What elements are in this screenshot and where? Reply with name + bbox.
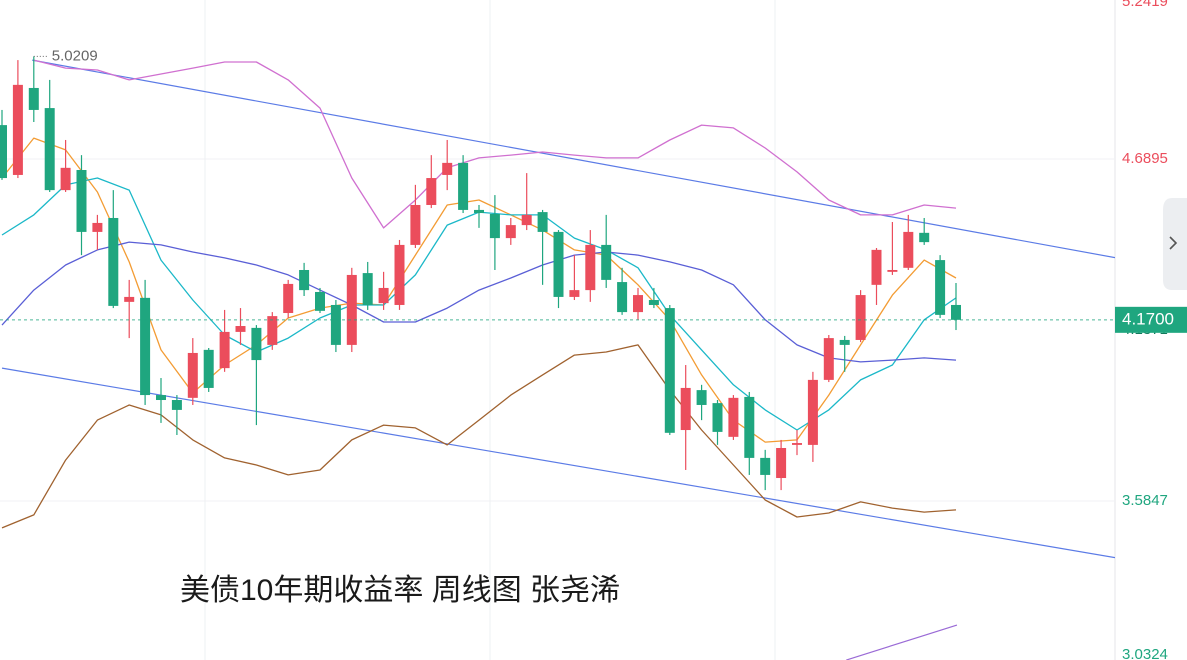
candle-body [140, 297, 151, 396]
candle-body [792, 443, 802, 445]
candle-body [553, 231, 564, 297]
trendline [32, 59, 1115, 259]
candle-body [680, 387, 691, 431]
candle-body [203, 349, 214, 388]
candle-body [156, 395, 166, 401]
candle-body [951, 304, 961, 320]
candle-body [839, 339, 850, 345]
candle-body [362, 273, 373, 305]
candle-body [474, 209, 484, 214]
candle-body [601, 244, 612, 280]
candle-body [12, 84, 23, 175]
candle-body [855, 295, 866, 340]
candle-body [187, 352, 198, 398]
candle-body [171, 400, 182, 410]
candle-body [235, 326, 246, 332]
candle-body [283, 283, 294, 314]
current-price-label: 4.1700 [1122, 309, 1174, 328]
candle-body [712, 403, 723, 432]
candle-body [935, 260, 946, 315]
indicator-line [33, 59, 957, 229]
y-tick-label: 3.0324 [1122, 646, 1168, 660]
candle-body [76, 169, 87, 232]
y-tick-label: 4.6895 [1122, 150, 1168, 167]
candle-body [315, 291, 325, 311]
candle-body [346, 274, 357, 345]
candle-body [124, 296, 135, 302]
candle-body [378, 287, 389, 304]
candle-body [489, 213, 500, 239]
candle-body [823, 338, 834, 380]
y-tick-label: 3.5847 [1122, 492, 1168, 509]
candle-body [648, 300, 659, 305]
candle-body [28, 87, 39, 110]
candle-body [807, 379, 818, 445]
chart-title: 美债10年期收益率 周线图 张尧浠 [180, 574, 620, 607]
candle-body [410, 204, 421, 245]
candle-body [617, 282, 628, 313]
candle-body [505, 225, 516, 239]
side-tab[interactable] [1163, 198, 1187, 290]
candle-body [569, 290, 580, 297]
trendline [846, 624, 958, 660]
trendline [1, 367, 1115, 559]
candle-body [108, 217, 119, 306]
plot-area: 5.0209 [0, 47, 1115, 660]
candle-body [299, 269, 310, 291]
candle-body [776, 447, 787, 479]
candle-body [537, 212, 548, 232]
candle-body [664, 308, 675, 433]
y-tick-label: 5.2419 [1122, 0, 1168, 10]
candle-body [60, 167, 71, 191]
candle-body [92, 222, 103, 232]
candle-body [219, 331, 230, 369]
candle-body [458, 162, 469, 210]
candle-body [696, 390, 707, 405]
candle-body [44, 108, 55, 191]
candle-body [330, 304, 341, 345]
candle-body [251, 327, 262, 361]
indicator-line [1, 241, 957, 363]
candle-body [633, 295, 643, 313]
candle-body [0, 125, 7, 179]
current-price-box [1115, 306, 1187, 333]
candle-body [871, 249, 882, 285]
candle-body [426, 178, 437, 205]
candle-body [394, 244, 405, 305]
candle-body [521, 214, 532, 226]
candle-body [442, 162, 453, 175]
candle-body [919, 232, 930, 243]
candle-body [887, 269, 898, 272]
candle-body [903, 231, 914, 268]
side-tab-arrow[interactable] [1169, 236, 1178, 250]
candle-body [585, 244, 596, 291]
candle-body [744, 396, 755, 458]
candle-body [267, 316, 278, 345]
candle-body [760, 457, 771, 475]
candle-body [728, 397, 739, 437]
high-label: 5.0209 [52, 47, 98, 64]
